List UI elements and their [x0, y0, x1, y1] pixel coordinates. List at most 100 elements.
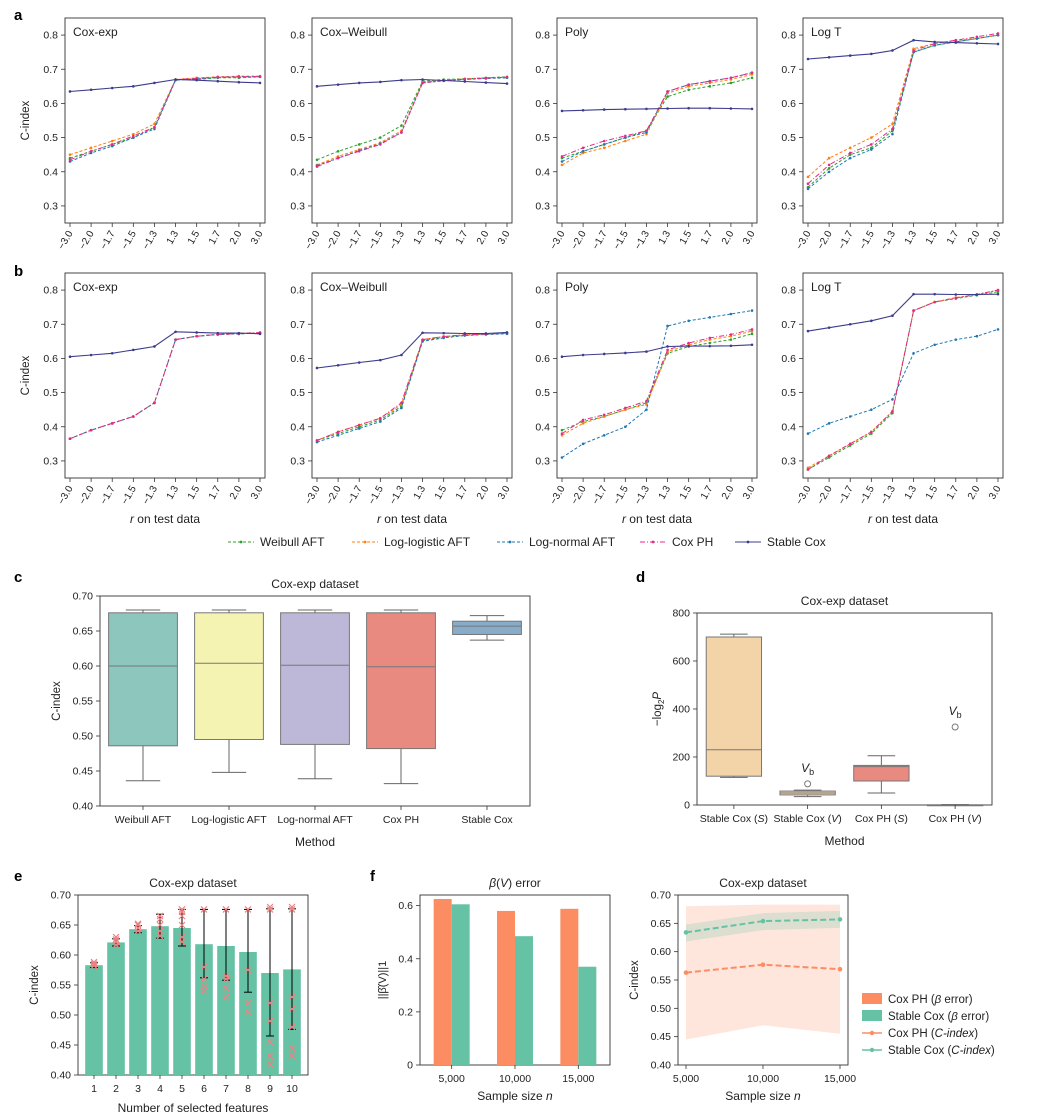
x-tick-label: Cox PH (V) — [929, 813, 982, 825]
axes-frame — [802, 272, 1004, 479]
x-tick-label: −1.3 — [879, 484, 899, 507]
scatter-x-marker — [266, 1060, 274, 1068]
x-tick-label: −1.5 — [858, 229, 878, 252]
scatter-x-marker — [200, 982, 208, 990]
data-point — [315, 439, 319, 442]
x-tick-label: 4 — [157, 1083, 163, 1095]
outlier-point — [951, 723, 959, 731]
y-tick-label: 0.40 — [73, 801, 94, 813]
series-line-log-logistic-aft — [561, 330, 753, 436]
data-point — [848, 146, 852, 150]
x-tick-label: 1.5 — [433, 484, 450, 502]
data-point — [174, 330, 177, 334]
data-point — [645, 350, 648, 353]
bar-panel-f1: 0 0.2 0.4 0.6 β(V) error ||β̂(V)||1 Sample siz… — [377, 876, 611, 1103]
data-point — [379, 143, 382, 146]
x-axis-label: Sample size n — [725, 1089, 801, 1103]
y-tick-label: 0.6 — [290, 353, 305, 365]
axes-frame — [311, 272, 513, 479]
data-point — [954, 296, 958, 300]
data-point — [996, 288, 1000, 292]
x-tick-label: 7 — [223, 1083, 229, 1095]
x-tick-label: −1.7 — [98, 484, 118, 507]
y-tick-label: 0.3 — [290, 200, 305, 212]
data-point — [560, 456, 564, 459]
data-point — [666, 107, 669, 110]
data-point — [315, 165, 319, 168]
series-line-cox-ph — [316, 332, 508, 441]
x-tick-label: Cox PH (S) — [855, 813, 908, 825]
y-tick-label: 0.8 — [781, 30, 796, 42]
x-tick-label: −2.0 — [569, 229, 589, 252]
data-point — [729, 344, 733, 348]
data-point — [336, 149, 340, 153]
data-point — [237, 331, 241, 335]
scatter-x-marker — [288, 1052, 296, 1060]
data-point — [442, 335, 445, 338]
scatter-x-marker — [288, 905, 296, 913]
y-tick-label: 0.4 — [43, 166, 58, 178]
bar — [151, 926, 169, 1075]
x-tick-label: Cox PH — [383, 814, 419, 826]
legend-label: Stable Cox (C-index) — [888, 1045, 995, 1057]
x-axis-label: Method — [824, 834, 864, 848]
x-tick-label: −1.7 — [590, 229, 610, 252]
data-point — [357, 149, 361, 153]
y-axis-label: C-index — [20, 355, 32, 395]
data-point — [954, 41, 958, 44]
x-tick-label: 1.5 — [924, 484, 941, 502]
x-tick-label: 1.3 — [165, 484, 182, 502]
series-line-log-logistic-aft — [316, 332, 508, 441]
data-point — [708, 106, 712, 110]
data-point — [996, 328, 1000, 331]
x-tick-label: 3.0 — [741, 229, 758, 247]
scatter-x-marker — [134, 927, 142, 935]
data-point — [645, 129, 648, 133]
series-line-cox-ph — [807, 32, 999, 185]
bar — [107, 942, 125, 1075]
data-point — [760, 962, 766, 967]
data-point — [933, 292, 936, 296]
y-tick-label: 200 — [672, 752, 690, 764]
data-point — [975, 41, 979, 45]
panel-title: Cox-exp dataset — [271, 577, 359, 591]
data-point — [848, 156, 852, 160]
y-tick-label: 0.50 — [73, 731, 94, 743]
scatter-x-marker — [222, 975, 230, 983]
data-point — [827, 170, 831, 174]
x-tick-label: 3.0 — [496, 484, 513, 502]
x-tick-label: −1.3 — [633, 484, 653, 507]
x-tick-label: −1.3 — [879, 229, 899, 252]
series-line-log-normal-aft — [807, 328, 999, 435]
y-tick-label: 0.5 — [535, 132, 550, 144]
x-tick-label: −1.5 — [612, 229, 632, 252]
x-tick-label: −3.0 — [548, 484, 568, 507]
legend-label: Cox PH (C-index) — [888, 1028, 978, 1040]
y-tick-label: 0.3 — [535, 200, 550, 212]
y-tick-label: 0.4 — [781, 166, 796, 178]
scatter-x-marker — [200, 975, 208, 983]
data-point — [505, 331, 509, 334]
scatter-x-marker — [222, 972, 230, 980]
panel-letter-e: e — [14, 868, 22, 885]
data-point — [806, 187, 810, 191]
y-tick-label: 0.8 — [43, 30, 58, 42]
data-point — [891, 127, 894, 131]
x-tick-label: 5,000 — [673, 1073, 699, 1085]
y-tick-label: 0.5 — [781, 132, 796, 144]
data-point — [666, 90, 669, 93]
data-point — [174, 338, 177, 341]
x-tick-label: 1.7 — [207, 484, 224, 502]
bar — [239, 952, 257, 1075]
data-point — [581, 442, 585, 446]
x-tick-label: 1.7 — [699, 229, 716, 247]
data-point — [760, 918, 766, 924]
series-line-log-normal-aft — [561, 310, 753, 458]
data-point — [996, 292, 1000, 296]
data-point — [89, 353, 93, 357]
y-tick-label: 0.5 — [43, 387, 58, 399]
data-point — [729, 338, 733, 341]
x-tick-label: 1.7 — [207, 229, 224, 247]
scatter-x-marker — [266, 903, 274, 911]
data-point — [806, 182, 810, 186]
